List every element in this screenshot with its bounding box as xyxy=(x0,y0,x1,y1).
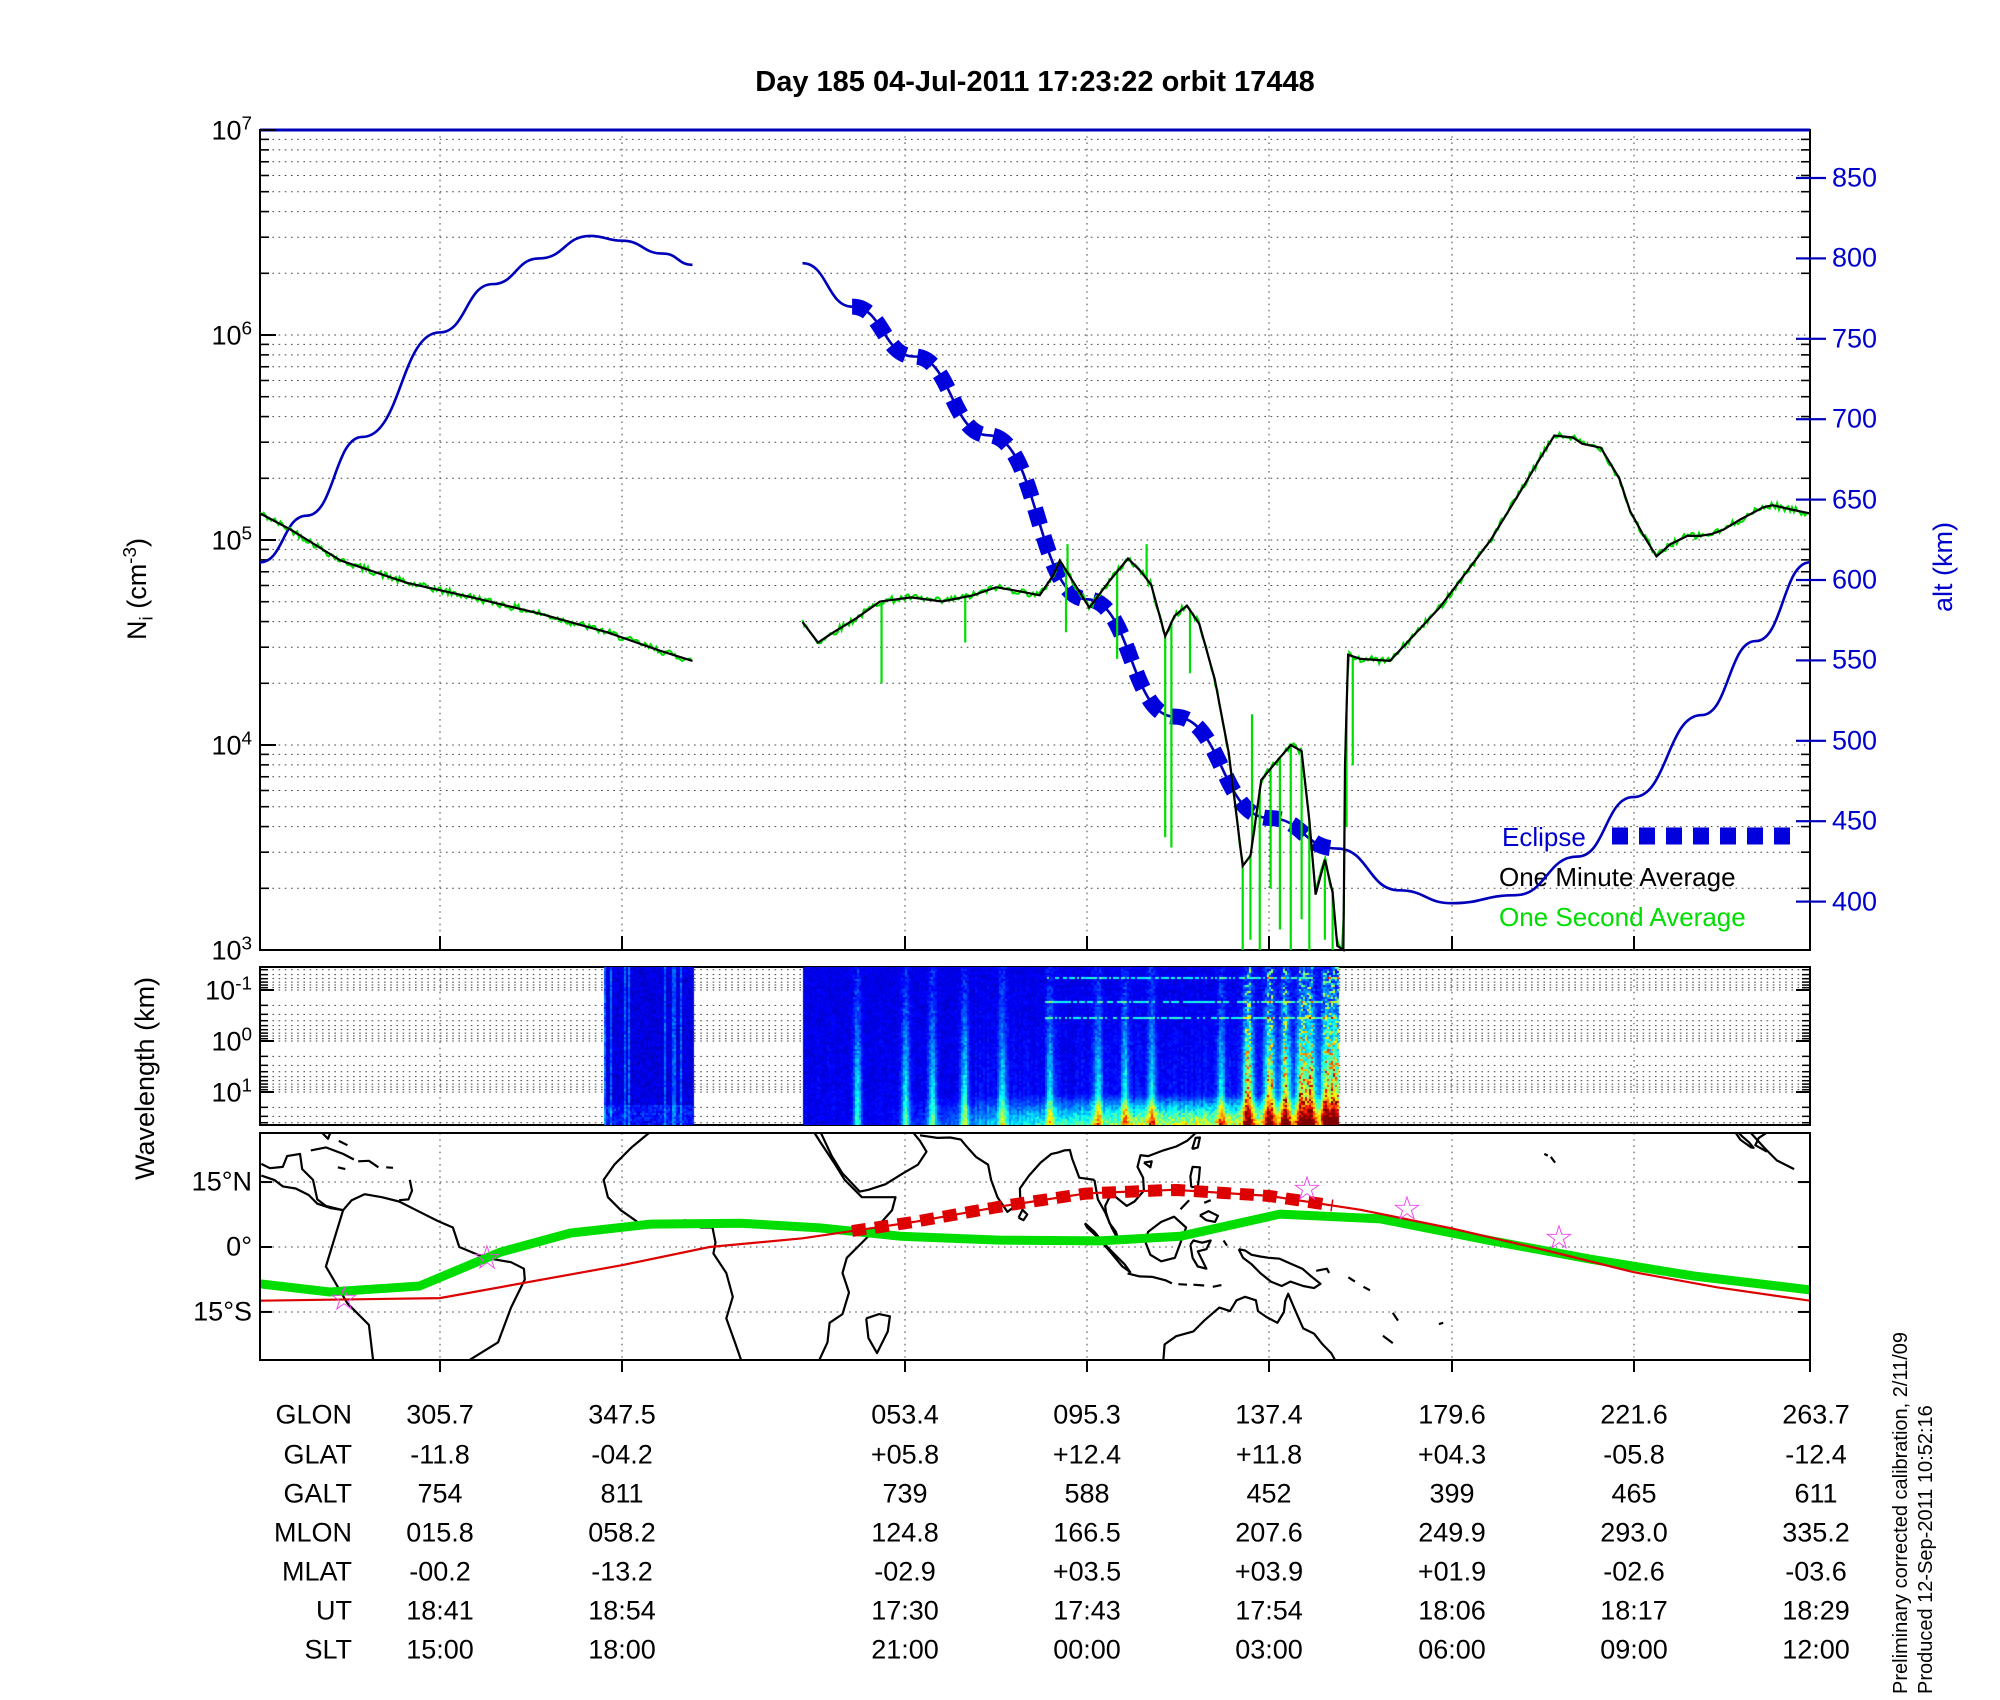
table-cell-ut-7: 18:29 xyxy=(1782,1595,1850,1626)
ni-axis-tick: 107 xyxy=(211,113,252,146)
map-lat-tick: 15°N xyxy=(191,1166,252,1197)
table-cell-glon-0: 305.7 xyxy=(406,1399,474,1430)
ground-station-star-icon: ☆ xyxy=(472,1239,502,1277)
alt-axis-tick: 700 xyxy=(1832,403,1878,434)
legend-one-minute-label: One Minute Average xyxy=(1499,862,1736,892)
table-cell-ut-5: 18:06 xyxy=(1418,1595,1486,1626)
table-cell-glon-4: 137.4 xyxy=(1235,1399,1303,1430)
ni-axis-tick: 105 xyxy=(211,523,252,556)
table-row-label-galt: GALT xyxy=(283,1478,352,1509)
table-cell-glat-5: +04.3 xyxy=(1417,1439,1487,1470)
table-cell-mlon-2: 124.8 xyxy=(871,1517,939,1548)
table-row-label-mlat: MLAT xyxy=(281,1556,352,1587)
table-cell-ut-4: 17:54 xyxy=(1235,1595,1303,1626)
table-row-label-glon: GLON xyxy=(275,1399,352,1430)
table-row-label-slt: SLT xyxy=(304,1634,352,1665)
table-cell-ut-6: 18:17 xyxy=(1600,1595,1668,1626)
table-cell-mlat-7: -03.6 xyxy=(1785,1556,1847,1587)
table-cell-glon-1: 347.5 xyxy=(588,1399,656,1430)
legend-one-second-label: One Second Average xyxy=(1499,902,1746,932)
table-cell-mlon-1: 058.2 xyxy=(588,1517,656,1548)
table-cell-glon-2: 053.4 xyxy=(871,1399,939,1430)
table-cell-slt-0: 15:00 xyxy=(406,1634,474,1665)
table-cell-ut-3: 17:43 xyxy=(1053,1595,1121,1626)
table-cell-glat-2: +05.8 xyxy=(870,1439,940,1470)
table-cell-glon-7: 263.7 xyxy=(1782,1399,1850,1430)
table-cell-mlat-0: -00.2 xyxy=(409,1556,471,1587)
table-cell-slt-5: 06:00 xyxy=(1418,1634,1486,1665)
table-cell-slt-7: 12:00 xyxy=(1782,1634,1850,1665)
ni-axis-tick: 104 xyxy=(211,728,252,761)
table-cell-mlon-5: 249.9 xyxy=(1418,1517,1486,1548)
wavelength-axis-tick: 100 xyxy=(211,1024,252,1057)
table-cell-galt-7: 611 xyxy=(1794,1478,1838,1509)
table-cell-glat-7: -12.4 xyxy=(1785,1439,1847,1470)
map-lat-tick: 15°S xyxy=(193,1296,252,1327)
table-cell-galt-4: 452 xyxy=(1246,1478,1292,1509)
map-lat-tick: 0° xyxy=(226,1231,252,1262)
table-cell-mlon-0: 015.8 xyxy=(406,1517,474,1548)
table-cell-glon-5: 179.6 xyxy=(1418,1399,1486,1430)
ground-station-star-icon: ☆ xyxy=(1544,1219,1574,1257)
table-cell-mlat-3: +03.5 xyxy=(1052,1556,1122,1587)
table-cell-ut-2: 17:30 xyxy=(871,1595,939,1626)
table-cell-galt-6: 465 xyxy=(1611,1478,1657,1509)
alt-axis-tick: 800 xyxy=(1832,242,1878,273)
table-cell-mlon-7: 335.2 xyxy=(1782,1517,1850,1548)
table-row-label-mlon: MLON xyxy=(273,1517,352,1548)
ground-station-star-icon: ☆ xyxy=(329,1280,359,1318)
table-cell-slt-4: 03:00 xyxy=(1235,1634,1303,1665)
table-cell-glat-3: +12.4 xyxy=(1052,1439,1122,1470)
table-cell-galt-3: 588 xyxy=(1064,1478,1110,1509)
table-cell-glat-1: -04.2 xyxy=(591,1439,653,1470)
table-cell-mlon-4: 207.6 xyxy=(1235,1517,1303,1548)
alt-axis-tick: 450 xyxy=(1832,805,1878,836)
table-cell-mlat-6: -02.6 xyxy=(1603,1556,1665,1587)
table-cell-glon-3: 095.3 xyxy=(1053,1399,1121,1430)
alt-axis-tick: 550 xyxy=(1832,644,1878,675)
table-cell-mlat-2: -02.9 xyxy=(874,1556,936,1587)
table-cell-galt-1: 811 xyxy=(600,1478,644,1509)
alt-axis-tick: 400 xyxy=(1832,886,1878,917)
table-cell-mlon-6: 293.0 xyxy=(1600,1517,1668,1548)
table-cell-ut-1: 18:54 xyxy=(588,1595,656,1626)
wavelength-spectrogram-image xyxy=(260,967,1810,1125)
table-cell-glat-4: +11.8 xyxy=(1235,1439,1303,1470)
table-cell-slt-2: 21:00 xyxy=(871,1634,939,1665)
wavelength-axis-tick: 10-1 xyxy=(205,973,252,1006)
table-row-label-glat: GLAT xyxy=(283,1439,352,1470)
table-cell-slt-6: 09:00 xyxy=(1600,1634,1668,1665)
alt-axis-tick: 850 xyxy=(1832,162,1878,193)
wavelength-axis-tick: 101 xyxy=(211,1075,252,1108)
page-title: Day 185 04-Jul-2011 17:23:22 orbit 17448 xyxy=(755,66,1315,98)
ground-station-star-icon: ☆ xyxy=(1392,1190,1422,1228)
alt-axis-tick: 600 xyxy=(1832,564,1878,595)
table-cell-galt-5: 399 xyxy=(1429,1478,1475,1509)
ni-axis-tick: 103 xyxy=(211,933,252,966)
table-cell-galt-0: 754 xyxy=(417,1478,463,1509)
ni-axis-tick: 106 xyxy=(211,318,252,351)
alt-axis-tick: 650 xyxy=(1832,484,1878,515)
table-cell-slt-3: 00:00 xyxy=(1053,1634,1121,1665)
table-cell-mlat-5: +01.9 xyxy=(1417,1556,1487,1587)
table-cell-galt-2: 739 xyxy=(882,1478,928,1509)
table-cell-slt-1: 18:00 xyxy=(588,1634,656,1665)
table-cell-ut-0: 18:41 xyxy=(406,1595,474,1626)
alt-axis-tick: 750 xyxy=(1832,323,1878,354)
table-cell-glat-0: -11.8 xyxy=(410,1439,470,1470)
table-cell-mlon-3: 166.5 xyxy=(1053,1517,1121,1548)
alt-axis-tick: 500 xyxy=(1832,725,1878,756)
table-cell-mlat-1: -13.2 xyxy=(591,1556,653,1587)
table-cell-glat-6: -05.8 xyxy=(1603,1439,1665,1470)
ground-station-star-icon: ☆ xyxy=(1292,1170,1322,1208)
table-row-label-ut: UT xyxy=(316,1595,352,1626)
table-cell-glon-6: 221.6 xyxy=(1600,1399,1668,1430)
table-cell-mlat-4: +03.9 xyxy=(1234,1556,1304,1587)
